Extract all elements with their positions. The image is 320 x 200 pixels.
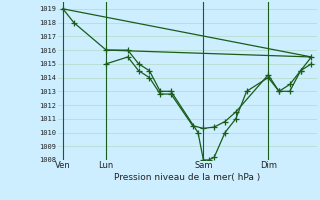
X-axis label: Pression niveau de la mer( hPa ): Pression niveau de la mer( hPa ) — [114, 173, 260, 182]
